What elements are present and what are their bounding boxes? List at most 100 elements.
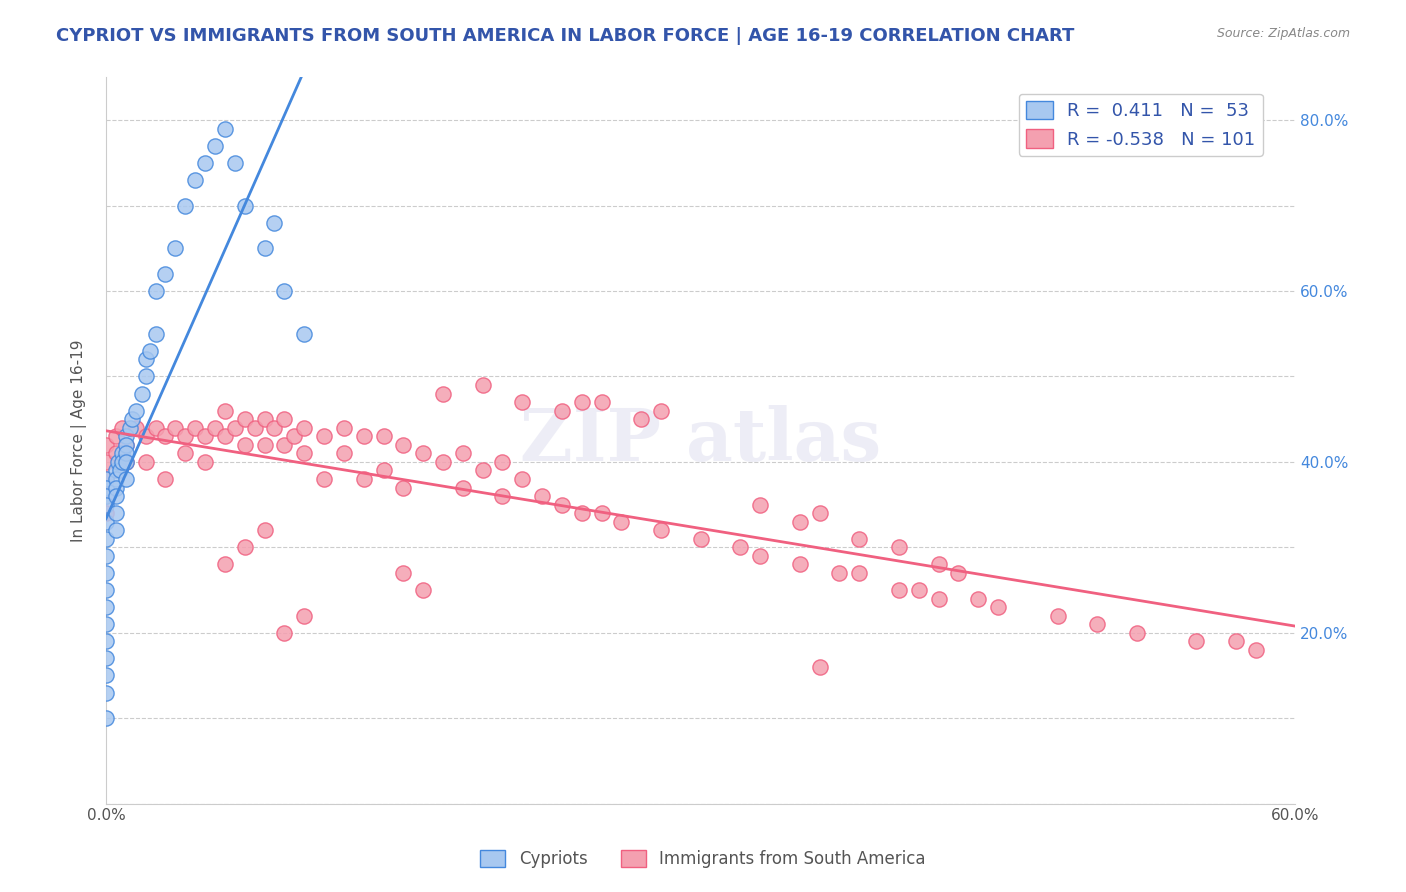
Point — [273, 625, 295, 640]
Point — [233, 198, 256, 212]
Point — [94, 489, 117, 503]
Point — [789, 515, 811, 529]
Point — [451, 446, 474, 460]
Point — [114, 438, 136, 452]
Point — [887, 541, 910, 555]
Point — [551, 498, 574, 512]
Point — [145, 421, 167, 435]
Point — [94, 498, 117, 512]
Point — [94, 634, 117, 648]
Point — [94, 582, 117, 597]
Point — [204, 421, 226, 435]
Point — [94, 566, 117, 580]
Point — [118, 421, 141, 435]
Point — [104, 489, 127, 503]
Point — [111, 446, 134, 460]
Point — [591, 395, 613, 409]
Point — [887, 582, 910, 597]
Point — [808, 660, 831, 674]
Point — [135, 352, 157, 367]
Point — [165, 421, 187, 435]
Point — [848, 532, 870, 546]
Point — [689, 532, 711, 546]
Point — [987, 600, 1010, 615]
Point — [392, 481, 415, 495]
Point — [94, 438, 117, 452]
Legend: R =  0.411   N =  53, R = -0.538   N = 101: R = 0.411 N = 53, R = -0.538 N = 101 — [1018, 94, 1263, 156]
Point — [104, 463, 127, 477]
Point — [571, 506, 593, 520]
Point — [184, 173, 207, 187]
Point — [174, 429, 197, 443]
Point — [125, 421, 148, 435]
Point — [224, 421, 246, 435]
Point — [108, 463, 131, 477]
Point — [94, 549, 117, 563]
Point — [114, 446, 136, 460]
Point — [253, 241, 276, 255]
Point — [373, 463, 395, 477]
Point — [94, 711, 117, 725]
Point — [630, 412, 652, 426]
Text: CYPRIOT VS IMMIGRANTS FROM SOUTH AMERICA IN LABOR FORCE | AGE 16-19 CORRELATION : CYPRIOT VS IMMIGRANTS FROM SOUTH AMERICA… — [56, 27, 1074, 45]
Point — [174, 446, 197, 460]
Point — [135, 455, 157, 469]
Point — [432, 455, 454, 469]
Point — [94, 472, 117, 486]
Point — [145, 284, 167, 298]
Point — [111, 455, 134, 469]
Point — [114, 438, 136, 452]
Point — [1185, 634, 1208, 648]
Point — [292, 608, 315, 623]
Point — [650, 403, 672, 417]
Point — [928, 591, 950, 606]
Point — [104, 506, 127, 520]
Point — [94, 515, 117, 529]
Point — [967, 591, 990, 606]
Point — [253, 412, 276, 426]
Point — [471, 463, 494, 477]
Point — [510, 472, 533, 486]
Point — [263, 421, 285, 435]
Point — [292, 326, 315, 341]
Point — [808, 506, 831, 520]
Point — [491, 489, 513, 503]
Point — [451, 481, 474, 495]
Point — [333, 446, 356, 460]
Point — [312, 429, 335, 443]
Point — [353, 472, 375, 486]
Point — [531, 489, 554, 503]
Legend: Cypriots, Immigrants from South America: Cypriots, Immigrants from South America — [474, 843, 932, 875]
Point — [114, 472, 136, 486]
Point — [214, 121, 236, 136]
Point — [94, 651, 117, 665]
Point — [94, 532, 117, 546]
Point — [1244, 643, 1267, 657]
Point — [114, 455, 136, 469]
Point — [104, 481, 127, 495]
Point — [94, 455, 117, 469]
Point — [848, 566, 870, 580]
Point — [94, 668, 117, 682]
Point — [104, 446, 127, 460]
Point — [412, 582, 434, 597]
Point — [174, 198, 197, 212]
Point — [650, 523, 672, 537]
Point — [138, 343, 160, 358]
Point — [94, 685, 117, 699]
Point — [749, 549, 772, 563]
Point — [184, 421, 207, 435]
Point — [273, 438, 295, 452]
Point — [131, 386, 153, 401]
Point — [1225, 634, 1247, 648]
Point — [194, 429, 217, 443]
Point — [1046, 608, 1069, 623]
Point — [1085, 617, 1108, 632]
Point — [828, 566, 851, 580]
Point — [610, 515, 633, 529]
Point — [165, 241, 187, 255]
Point — [392, 438, 415, 452]
Point — [571, 395, 593, 409]
Point — [94, 489, 117, 503]
Point — [243, 421, 266, 435]
